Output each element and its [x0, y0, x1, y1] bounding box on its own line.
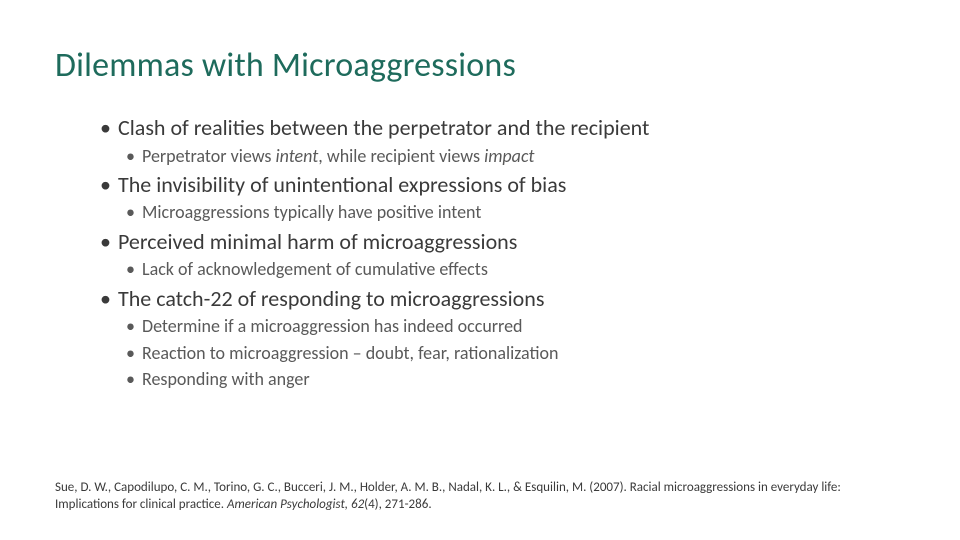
bullet-l1: The invisibility of unintentional expres…: [100, 171, 905, 199]
bullet-l1: Clash of realities between the perpetrat…: [100, 114, 905, 142]
bullet-l2: Reaction to microaggression – doubt, fea…: [100, 342, 905, 365]
bullet-content: Clash of realities between the perpetrat…: [55, 114, 905, 391]
bullet-l1: The catch-22 of responding to microaggre…: [100, 285, 905, 313]
bullet-l2: Determine if a microaggression has indee…: [100, 315, 905, 338]
text-fragment: , while recipient views: [318, 145, 484, 167]
italic-term: impact: [484, 145, 534, 167]
citation-prefix: Sue, D. W., Capodilupo, C. M., Torino, G…: [55, 480, 841, 513]
text-fragment: Perpetrator views: [142, 145, 276, 167]
bullet-l2: Lack of acknowledgement of cumulative ef…: [100, 258, 905, 281]
italic-term: intent: [276, 145, 319, 167]
citation-suffix: (4), 271-286.: [364, 497, 431, 512]
slide-title: Dilemmas with Microaggressions: [55, 45, 905, 86]
citation-journal: American Psychologist, 62: [227, 497, 364, 512]
citation-text: Sue, D. W., Capodilupo, C. M., Torino, G…: [55, 479, 905, 514]
bullet-l1: Perceived minimal harm of microaggressio…: [100, 228, 905, 256]
bullet-l2: Responding with anger: [100, 368, 905, 391]
bullet-l2: Perpetrator views intent, while recipien…: [100, 145, 905, 168]
bullet-l2: Microaggressions typically have positive…: [100, 201, 905, 224]
